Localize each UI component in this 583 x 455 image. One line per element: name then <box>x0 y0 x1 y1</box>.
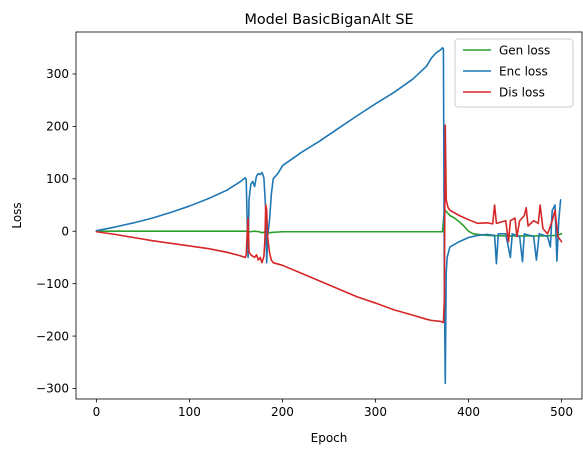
y-tick-label: 100 <box>46 172 69 186</box>
y-axis-label: Loss <box>10 202 24 228</box>
legend: Gen loss Enc loss Dis loss <box>454 38 574 108</box>
x-tick-label: 100 <box>178 405 201 419</box>
y-tick-label: −200 <box>36 329 69 343</box>
plot-frame <box>75 31 583 400</box>
x-tick-label: 500 <box>550 405 573 419</box>
series-layer <box>95 46 563 385</box>
y-tick-label: −100 <box>36 277 69 291</box>
x-axis-label: Epoch <box>311 431 348 445</box>
y-tick-label: 300 <box>46 67 69 81</box>
series-line-dis-loss <box>95 124 563 324</box>
chart-title: Model BasicBiganAlt SE <box>244 12 413 28</box>
y-axis: −300 −200 −100 0 100 200 300 <box>36 67 76 396</box>
x-tick-label: 0 <box>93 405 101 419</box>
y-tick-label: 200 <box>46 120 69 134</box>
legend-box <box>454 38 574 108</box>
y-tick-label: 0 <box>61 224 69 238</box>
legend-label: Gen loss <box>499 43 550 57</box>
x-tick-label: 300 <box>364 405 387 419</box>
legend-label: Dis loss <box>499 85 545 99</box>
y-tick-label: −300 <box>36 382 69 396</box>
x-tick-label: 200 <box>271 405 294 419</box>
x-axis: 0 100 200 300 400 500 <box>93 399 573 419</box>
legend-label: Enc loss <box>499 64 548 78</box>
series-line-enc-loss <box>95 46 562 385</box>
series-line-gen-loss <box>95 209 563 237</box>
x-tick-label: 400 <box>457 405 480 419</box>
